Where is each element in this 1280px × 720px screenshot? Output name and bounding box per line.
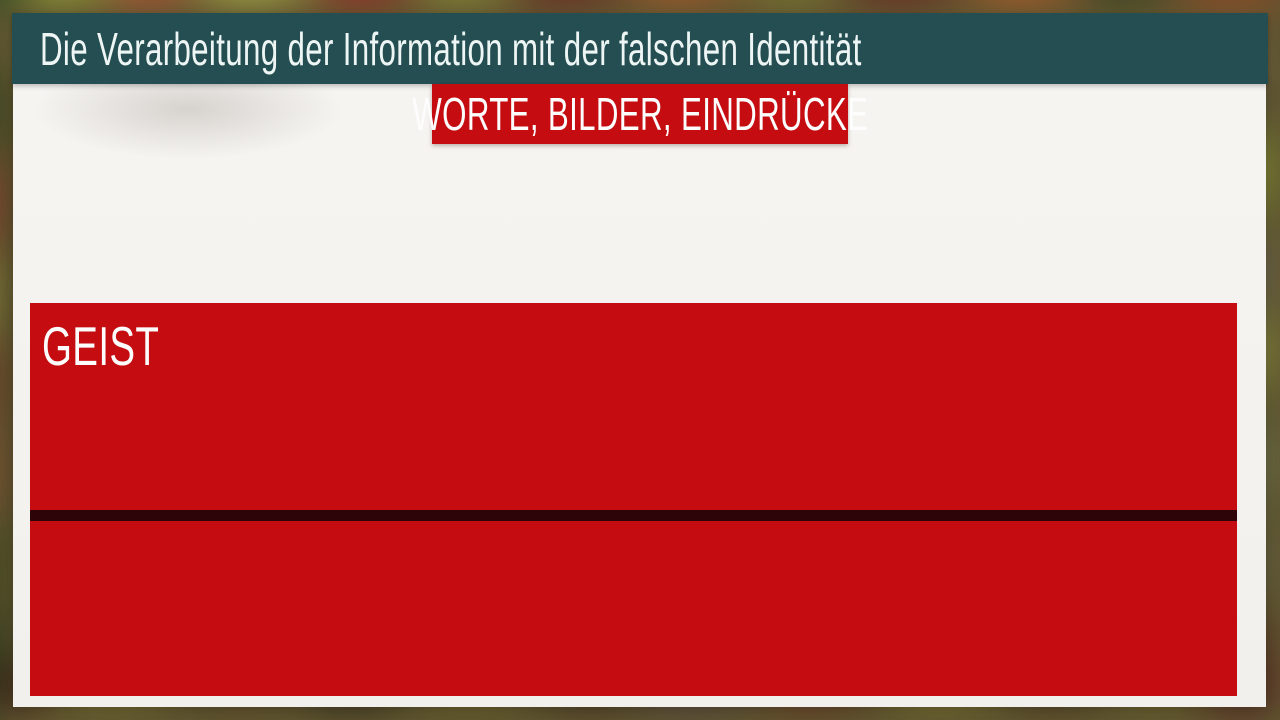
slide-title: Die Verarbeitung der Information mit der…	[40, 22, 862, 75]
geist-panel: GEIST	[30, 303, 1237, 696]
geist-panel-lower-section	[30, 521, 1237, 696]
subtitle-badge-label: WORTE, BILDER, EINDRÜCKE	[412, 88, 869, 140]
title-bar: Die Verarbeitung der Information mit der…	[12, 13, 1268, 84]
geist-panel-label: GEIST	[42, 315, 160, 377]
panel-divider-line	[30, 510, 1237, 521]
geist-panel-upper-section: GEIST	[30, 303, 1237, 510]
subtitle-badge: WORTE, BILDER, EINDRÜCKE	[412, 84, 868, 144]
